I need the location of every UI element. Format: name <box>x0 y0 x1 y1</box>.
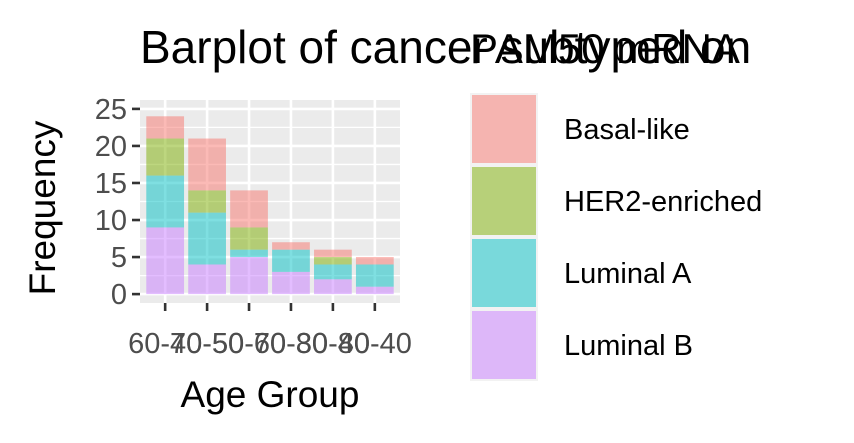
legend-key-swatch <box>472 95 536 163</box>
bar-segment-basal-like <box>230 190 268 228</box>
bars <box>146 116 394 295</box>
bar-segment-luminal-a <box>355 264 394 287</box>
bar-segment-luminal-a <box>188 212 226 265</box>
bar-segment-basal-like <box>314 249 352 258</box>
y-axis: 0 5 10 15 20 25 <box>95 94 140 311</box>
chart-title: Barplot of cancer subtyped on <box>140 21 751 73</box>
legend-label: Luminal A <box>564 258 692 290</box>
x-tick-label: 70-80 <box>254 328 328 360</box>
bar-segment-basal-like <box>146 116 185 139</box>
bar-segment-luminal-b <box>355 286 394 295</box>
bar-segment-basal-like <box>188 138 226 191</box>
bar-segment-her2-enriched <box>230 227 268 250</box>
y-tick-label: 20 <box>95 131 127 163</box>
x-tick-label: 40-50 <box>170 328 244 360</box>
x-tick-label: 60-70 <box>128 328 202 360</box>
bar-segment-luminal-b <box>314 279 352 295</box>
bar-segment-luminal-a <box>146 175 185 228</box>
bar-segment-luminal-b <box>146 227 185 295</box>
bar-segment-luminal-a <box>314 264 352 280</box>
legend-key-swatch <box>472 311 536 379</box>
bar-segment-luminal-b <box>272 271 310 295</box>
bar-segment-luminal-b <box>230 257 268 295</box>
bar-segment-basal-like <box>272 242 310 250</box>
x-tick-label: 50-60 <box>212 328 286 360</box>
legend-title: PAM50 mRNA <box>470 25 740 72</box>
y-axis-title: Frequency <box>22 120 63 295</box>
y-tick-label: 25 <box>95 94 127 126</box>
y-tick-label: 0 <box>111 279 127 311</box>
bar-segment-basal-like <box>355 257 394 265</box>
legend-label: HER2-enriched <box>564 186 762 218</box>
legend: Basal-like HER2-enriched Luminal A Luminal … <box>470 93 762 381</box>
x-tick-label: 80-40 <box>338 328 412 360</box>
y-tick-label: 10 <box>95 205 127 237</box>
bar-segment-her2-enriched <box>314 257 352 265</box>
x-axis-title: Age Group <box>181 374 360 415</box>
bar-segment-luminal-a <box>230 249 268 258</box>
legend-label: Basal-like <box>564 114 690 146</box>
legend-label: Luminal B <box>564 330 693 362</box>
y-tick-label: 5 <box>111 242 127 274</box>
y-tick-label: 15 <box>95 168 127 200</box>
bar-segment-her2-enriched <box>146 138 185 176</box>
legend-key-swatch <box>472 239 536 307</box>
bar-segment-her2-enriched <box>188 190 226 213</box>
bar-segment-luminal-b <box>188 264 226 295</box>
x-tick-label: 30-40 <box>296 328 370 360</box>
bar-segment-luminal-a <box>272 249 310 272</box>
legend-key-swatch <box>472 167 536 235</box>
